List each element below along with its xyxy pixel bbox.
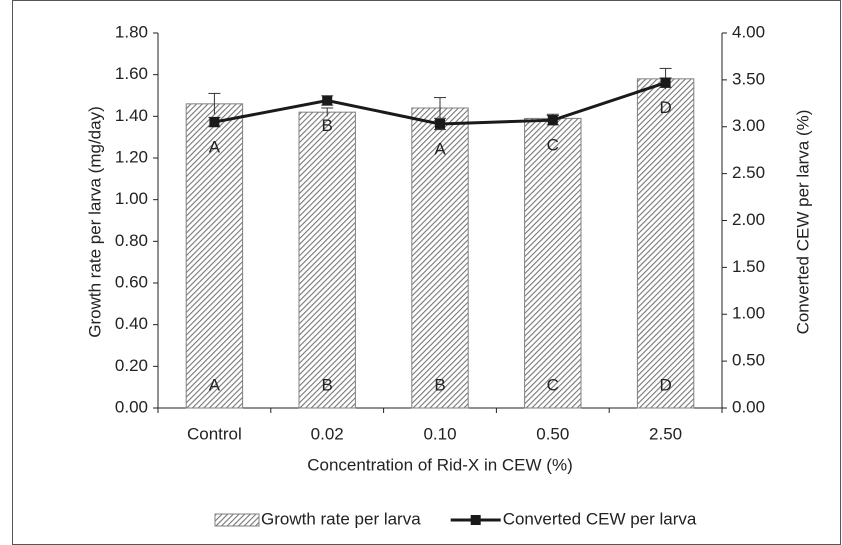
marker <box>322 95 333 106</box>
letter-label: D <box>659 98 671 117</box>
bar <box>636 78 695 409</box>
y-tick-label: 1.60 <box>115 64 148 83</box>
y2-tick-label: 2.00 <box>732 210 765 229</box>
y2-tick-label: 0.00 <box>732 397 765 416</box>
x-tick-label: 0.02 <box>311 424 344 443</box>
marker <box>435 118 445 129</box>
marker <box>547 115 558 126</box>
x-tick-label: 2.50 <box>649 424 682 443</box>
marker <box>209 117 220 128</box>
y-tick-label: 0.60 <box>115 272 148 291</box>
letter-label: B <box>322 375 333 394</box>
y-tick-label: 1.00 <box>115 189 148 208</box>
y2-tick-label: 1.00 <box>732 304 765 323</box>
y-tick-label: 1.40 <box>115 106 148 125</box>
y-tick-label: 1.20 <box>115 147 148 166</box>
bar <box>185 103 244 409</box>
y2-tick-label: 4.00 <box>732 22 765 41</box>
x-tick-label: Control <box>187 424 242 443</box>
letter-label: C <box>547 136 559 155</box>
x-axis-title: Concentration of Rid-X in CEW (%) <box>307 455 572 474</box>
marker <box>660 77 671 88</box>
y2-tick-label: 3.50 <box>732 69 765 88</box>
y2-axis-title: Converted CEW per larva (%) <box>793 110 812 335</box>
letter-label: B <box>434 375 445 394</box>
legend-swatch <box>470 515 481 525</box>
letter-label: B <box>322 116 333 135</box>
bar <box>298 111 356 409</box>
bar <box>524 117 582 409</box>
x-tick-label: 0.10 <box>423 424 456 443</box>
y-tick-label: 0.80 <box>115 231 148 250</box>
x-tick-label: 0.50 <box>536 424 569 443</box>
y-tick-label: 1.80 <box>115 22 148 41</box>
y2-tick-label: 1.50 <box>732 257 765 276</box>
letter-label: A <box>209 138 221 157</box>
letter-label: A <box>434 139 446 158</box>
letter-label: C <box>547 375 559 394</box>
y2-tick-label: 3.00 <box>732 116 765 135</box>
legend-label: Converted CEW per larva <box>503 509 697 528</box>
letter-label: A <box>209 375 221 394</box>
legend-label: Growth rate per larva <box>261 509 421 528</box>
legend-swatch <box>214 513 260 527</box>
y-tick-label: 0.20 <box>115 356 148 375</box>
y-tick-label: 0.00 <box>115 397 148 416</box>
y2-tick-label: 2.50 <box>732 163 765 182</box>
letter-label: D <box>659 375 671 394</box>
y-tick-label: 0.40 <box>115 314 148 333</box>
bar <box>411 107 469 409</box>
y-axis-title: Growth rate per larva (mg/day) <box>85 106 104 337</box>
y2-tick-label: 0.50 <box>732 351 765 370</box>
